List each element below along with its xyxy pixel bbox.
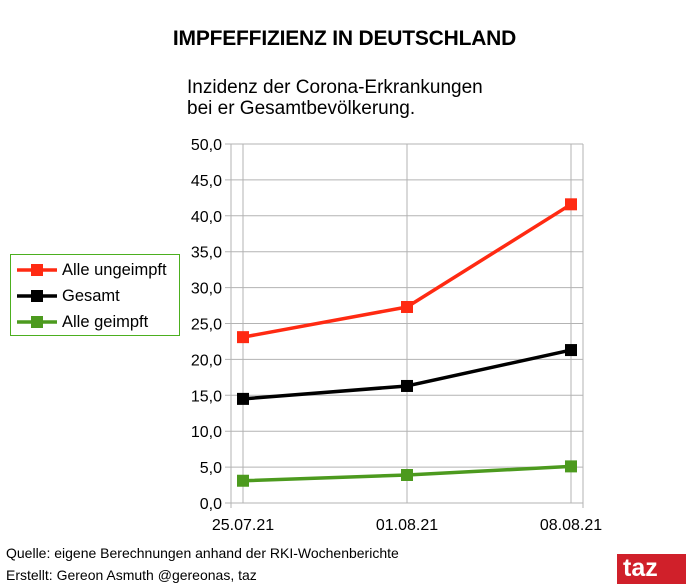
y-tick-label: 0,0	[200, 496, 222, 513]
legend-item-geimpft: Alle geimpft	[11, 311, 181, 333]
taz-logo: taz	[617, 554, 686, 584]
legend-marker-ungeimpft	[17, 264, 57, 276]
y-tick-label: 15,0	[191, 388, 222, 405]
x-tick-label: 01.08.21	[376, 517, 438, 534]
chart-subtitle: Inzidenz der Corona-Erkrankungen bei er …	[187, 77, 483, 119]
y-tick-label: 25,0	[191, 317, 222, 334]
legend-label-geimpft: Alle geimpft	[62, 313, 149, 331]
legend-label-ungeimpft: Alle ungeimpft	[62, 261, 167, 279]
y-tick-label: 45,0	[191, 173, 222, 190]
data-point-2-2	[565, 460, 577, 473]
subtitle-line-2: bei er Gesamtbevölkerung.	[187, 98, 416, 119]
y-tick-label: 35,0	[191, 245, 222, 262]
y-tick-label: 20,0	[191, 352, 222, 369]
legend-item-gesamt: Gesamt	[11, 285, 181, 307]
legend-item-ungeimpft: Alle ungeimpft	[11, 259, 181, 281]
data-point-1-2	[565, 344, 577, 357]
legend-label-gesamt: Gesamt	[62, 287, 120, 305]
data-point-0-0	[237, 331, 249, 344]
x-tick-label: 08.08.21	[540, 517, 602, 534]
legend-marker-gesamt	[17, 290, 57, 302]
legend: Alle ungeimpft Gesamt Alle geimpft	[10, 254, 180, 336]
y-tick-label: 30,0	[191, 281, 222, 298]
author-note: Erstellt: Gereon Asmuth @gereonas, taz	[6, 567, 257, 583]
data-point-1-1	[401, 379, 413, 392]
data-point-2-1	[401, 468, 413, 481]
y-tick-label: 10,0	[191, 424, 222, 441]
y-tick-label: 50,0	[191, 137, 222, 154]
y-tick-label: 5,0	[200, 460, 222, 477]
data-point-0-2	[565, 198, 577, 211]
chart-title: IMPFEFFIZIENZ IN DEUTSCHLAND	[172, 27, 517, 50]
data-point-2-0	[237, 474, 249, 487]
y-tick-label: 40,0	[191, 209, 222, 226]
data-point-0-1	[401, 300, 413, 313]
legend-marker-geimpft	[17, 316, 57, 328]
x-tick-label: 25.07.21	[212, 517, 274, 534]
subtitle-line-1: Inzidenz der Corona-Erkrankungen	[187, 77, 483, 98]
source-note: Quelle: eigene Berechnungen anhand der R…	[6, 545, 399, 561]
data-point-1-0	[237, 392, 249, 405]
